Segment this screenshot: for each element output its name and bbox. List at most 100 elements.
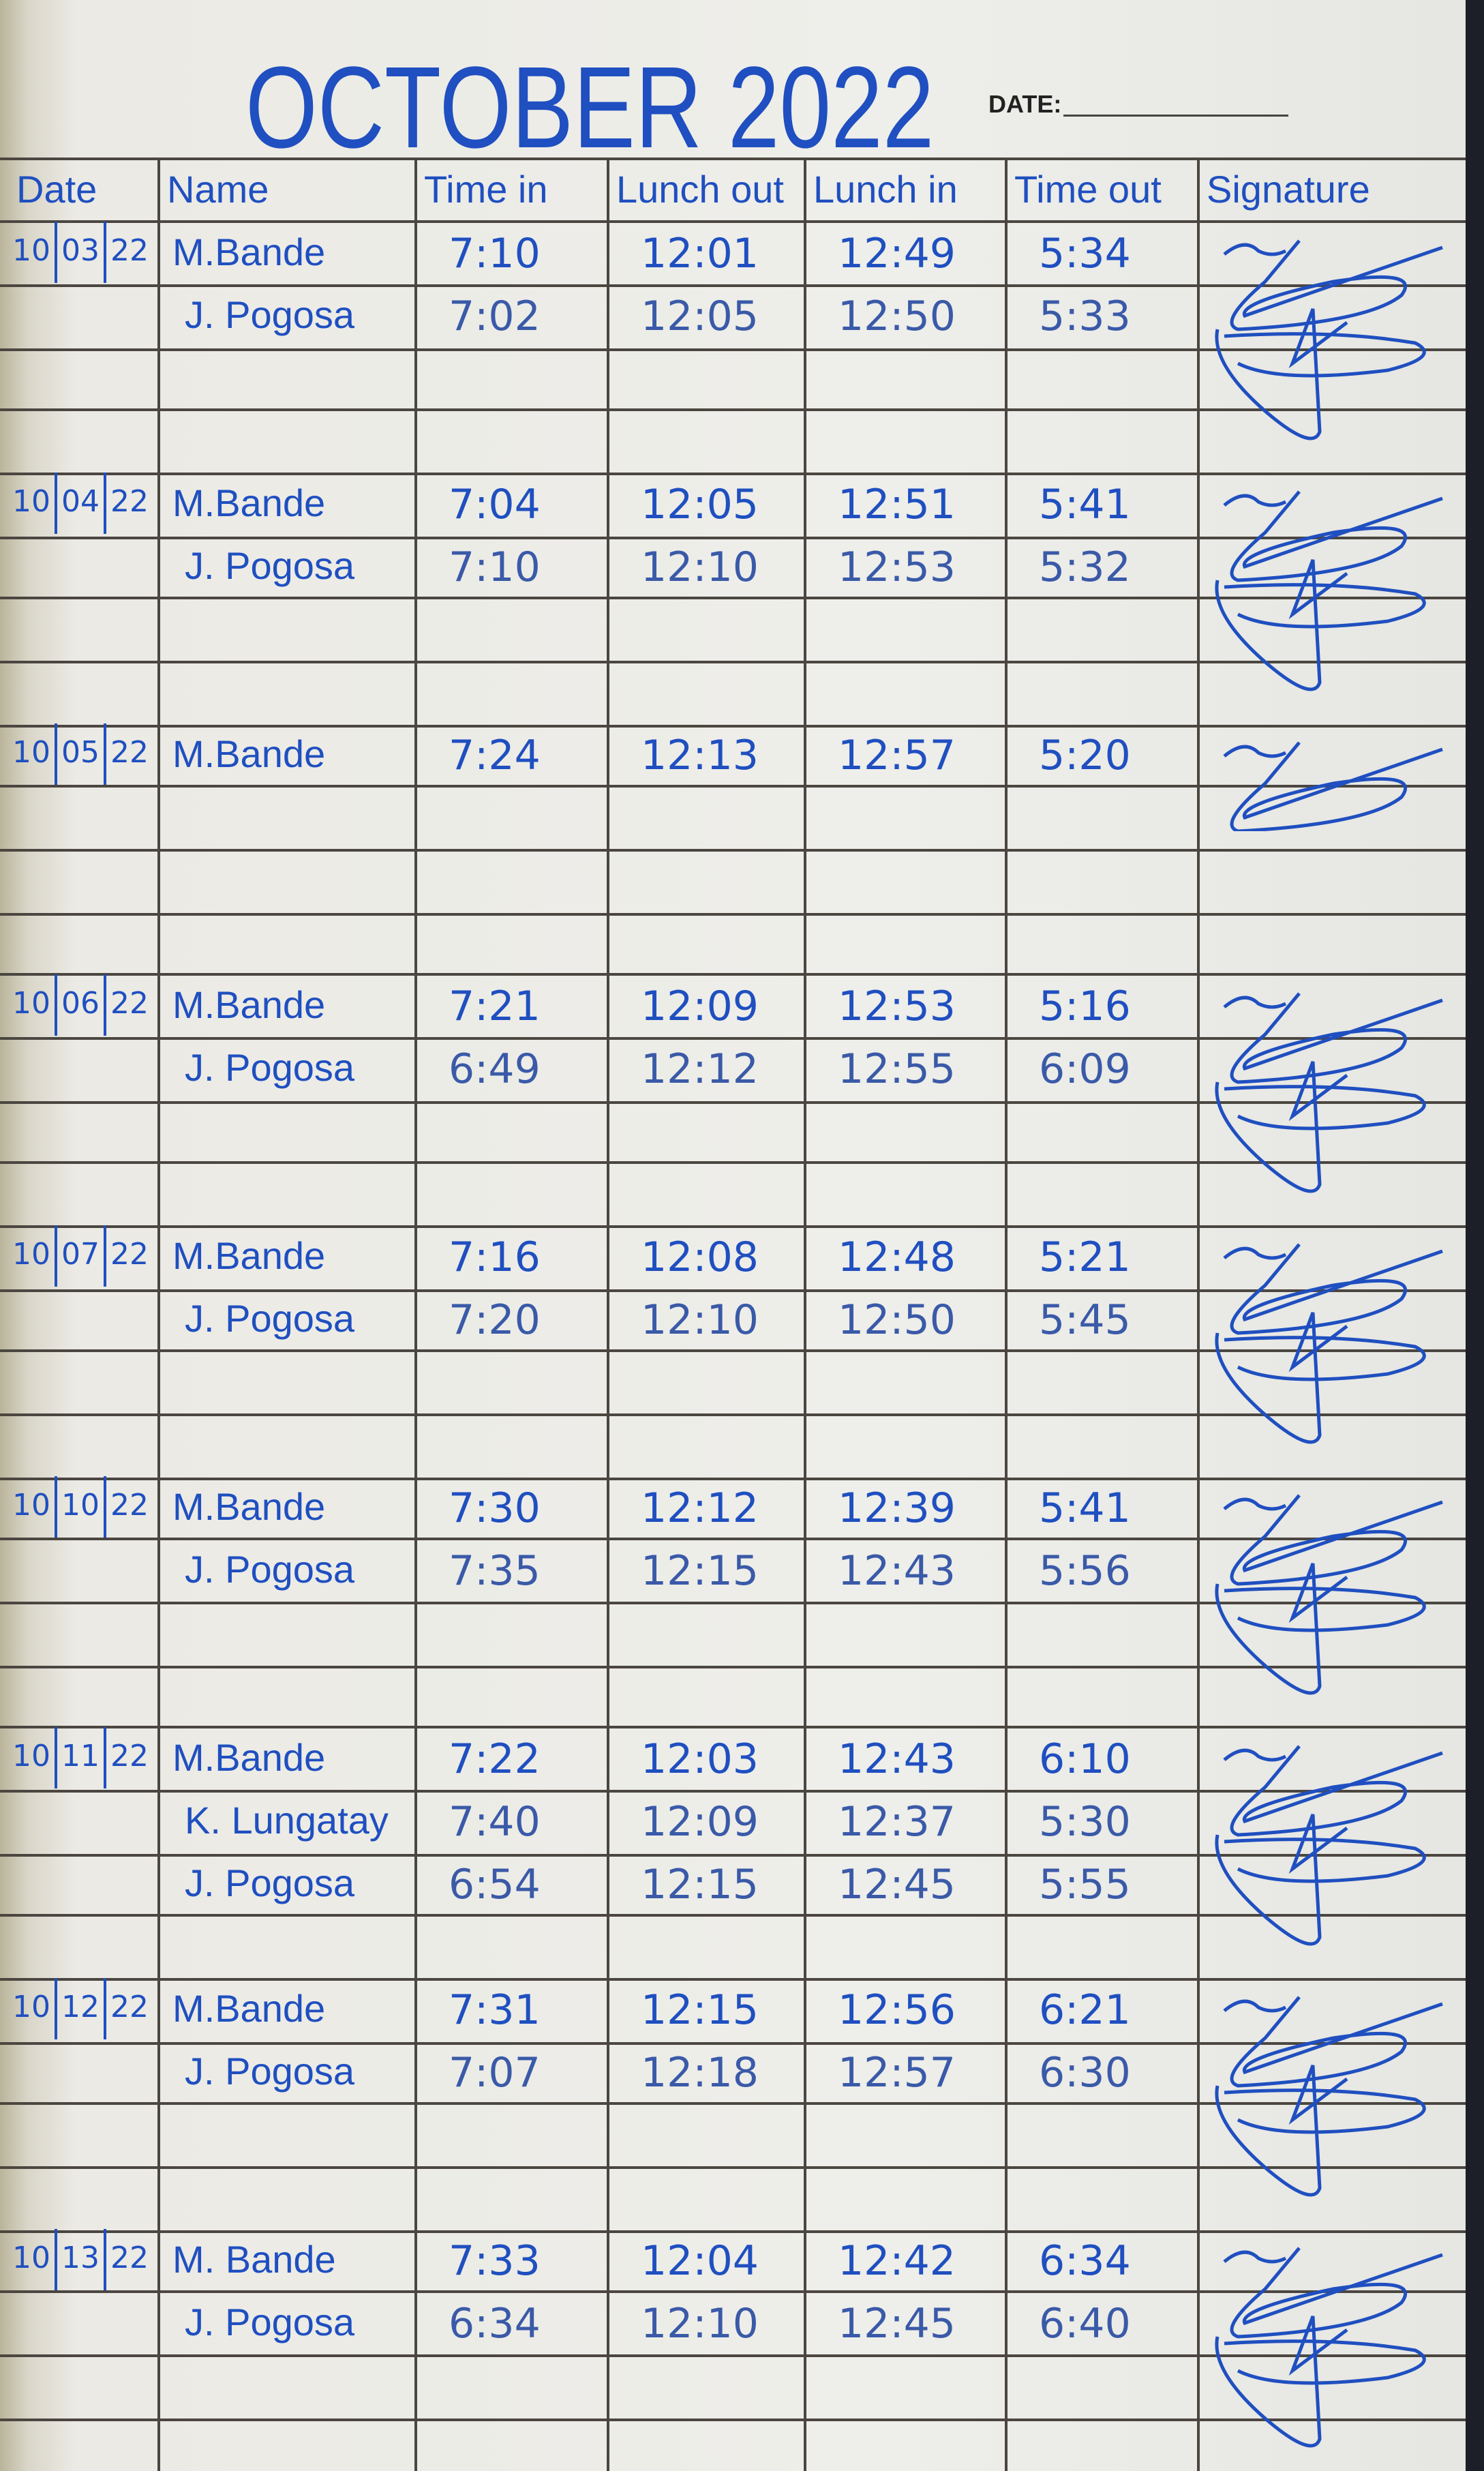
cell-lunch-in: 12:45 <box>838 1861 956 1908</box>
cell-lunch-in: 12:50 <box>838 1296 956 1344</box>
row-line <box>0 725 1466 728</box>
cell-lunch-out: 12:01 <box>641 230 759 278</box>
date-part: 10 <box>12 1237 50 1272</box>
cell-time-out: 5:34 <box>1039 230 1131 278</box>
cell-lunch-in: 12:45 <box>838 2300 956 2348</box>
signature-scribble <box>1215 1243 1443 1444</box>
entry-date: 10 06 22 <box>12 974 149 1036</box>
date-part: 07 <box>61 1237 100 1272</box>
cell-time-out: 6:09 <box>1039 1045 1131 1093</box>
date-separator <box>55 222 57 283</box>
cell-time-in: 6:34 <box>449 2300 541 2348</box>
cell-name: J. Pogosa <box>185 544 355 587</box>
cell-lunch-in: 12:50 <box>838 293 956 340</box>
row-line <box>0 1225 1466 1228</box>
column-line <box>607 158 609 2471</box>
cell-lunch-in: 12:37 <box>838 1798 956 1846</box>
column-line <box>1197 158 1200 2471</box>
date-separator <box>104 1727 106 1788</box>
cell-name: K. Lungatay <box>185 1799 389 1842</box>
date-part: 22 <box>110 2241 149 2275</box>
header-top-line <box>0 158 1466 160</box>
entry-date: 10 07 22 <box>12 1225 149 1287</box>
row-line <box>0 1538 1466 1540</box>
row-line <box>0 1978 1466 1981</box>
row-line <box>0 2042 1466 2045</box>
cell-name: J. Pogosa <box>185 2050 355 2093</box>
cell-time-out: 5:30 <box>1039 1798 1131 1846</box>
row-line <box>0 1349 1466 1352</box>
cell-time-out: 5:41 <box>1039 481 1131 528</box>
date-part: 10 <box>12 1739 50 1773</box>
row-line <box>0 1914 1466 1917</box>
signature-scribble <box>1223 741 1443 831</box>
date-field-line <box>1063 115 1288 117</box>
row-line <box>0 2102 1466 2105</box>
date-separator <box>55 723 57 785</box>
row-line <box>0 849 1466 852</box>
date-separator <box>55 473 57 534</box>
date-separator <box>104 2229 106 2290</box>
cell-time-out: 5:20 <box>1039 732 1131 779</box>
date-part: 22 <box>110 1488 149 1523</box>
row-line <box>0 1790 1466 1793</box>
cell-time-in: 7:07 <box>449 2049 541 2097</box>
row-line <box>0 537 1466 539</box>
cell-lunch-in: 12:42 <box>838 2237 956 2285</box>
cell-time-out: 6:10 <box>1039 1735 1131 1783</box>
date-label: DATE: <box>988 90 1062 118</box>
cell-time-out: 6:34 <box>1039 2237 1131 2285</box>
cell-time-out: 5:21 <box>1039 1233 1131 1281</box>
cell-time-out: 6:30 <box>1039 2049 1131 2097</box>
cell-time-in: 7:16 <box>449 1233 541 1281</box>
column-header-time-out: Time out <box>1014 168 1162 211</box>
cell-lunch-in: 12:48 <box>838 1233 956 1281</box>
row-line <box>0 1666 1466 1668</box>
signature-stroke <box>1215 1745 1443 1946</box>
column-line <box>414 158 417 2471</box>
cell-name: J. Pogosa <box>185 1861 355 1904</box>
cell-lunch-out: 12:10 <box>641 543 759 591</box>
row-line <box>0 597 1466 599</box>
date-part: 13 <box>61 2241 100 2275</box>
entry-date: 10 12 22 <box>12 1978 149 2039</box>
row-line <box>0 2166 1466 2169</box>
row-line <box>0 1037 1466 1040</box>
cell-name: M.Bande <box>172 481 326 524</box>
column-header-signature: Signature <box>1207 168 1370 211</box>
signature-scribble <box>1215 1494 1443 1695</box>
date-separator <box>55 1727 57 1788</box>
cell-lunch-in: 12:43 <box>838 1547 956 1595</box>
cell-time-in: 7:20 <box>449 1296 541 1344</box>
column-line <box>157 158 160 2471</box>
signature-stroke <box>1215 490 1443 691</box>
row-line <box>0 1413 1466 1416</box>
entry-date: 10 13 22 <box>12 2229 149 2290</box>
date-part: 10 <box>12 735 50 770</box>
cell-lunch-in: 12:56 <box>838 1986 956 2034</box>
date-part: 10 <box>12 484 50 519</box>
cell-name: J. Pogosa <box>185 1046 355 1089</box>
page-title: OCTOBER 2022 <box>245 43 935 173</box>
cell-time-in: 7:22 <box>449 1735 541 1783</box>
signature-scribble <box>1215 2247 1443 2448</box>
signature-stroke <box>1215 1996 1443 2197</box>
cell-time-out: 6:21 <box>1039 1986 1131 2034</box>
cell-lunch-out: 12:12 <box>641 1484 759 1532</box>
cell-lunch-in: 12:57 <box>838 2049 956 2097</box>
row-line <box>0 1161 1466 1164</box>
row-line <box>0 1602 1466 1604</box>
cell-time-out: 5:56 <box>1039 1547 1131 1595</box>
date-part: 22 <box>110 484 149 519</box>
signature-stroke <box>1215 1494 1443 1695</box>
cell-time-in: 7:40 <box>449 1798 541 1846</box>
entry-date: 10 10 22 <box>12 1476 149 1538</box>
date-part: 22 <box>110 1739 149 1773</box>
row-line <box>0 785 1466 788</box>
cell-time-in: 7:35 <box>449 1547 541 1595</box>
date-separator <box>55 1225 57 1287</box>
cell-time-out: 5:41 <box>1039 1484 1131 1532</box>
cell-time-in: 7:30 <box>449 1484 541 1532</box>
cell-lunch-out: 12:15 <box>641 1861 759 1908</box>
